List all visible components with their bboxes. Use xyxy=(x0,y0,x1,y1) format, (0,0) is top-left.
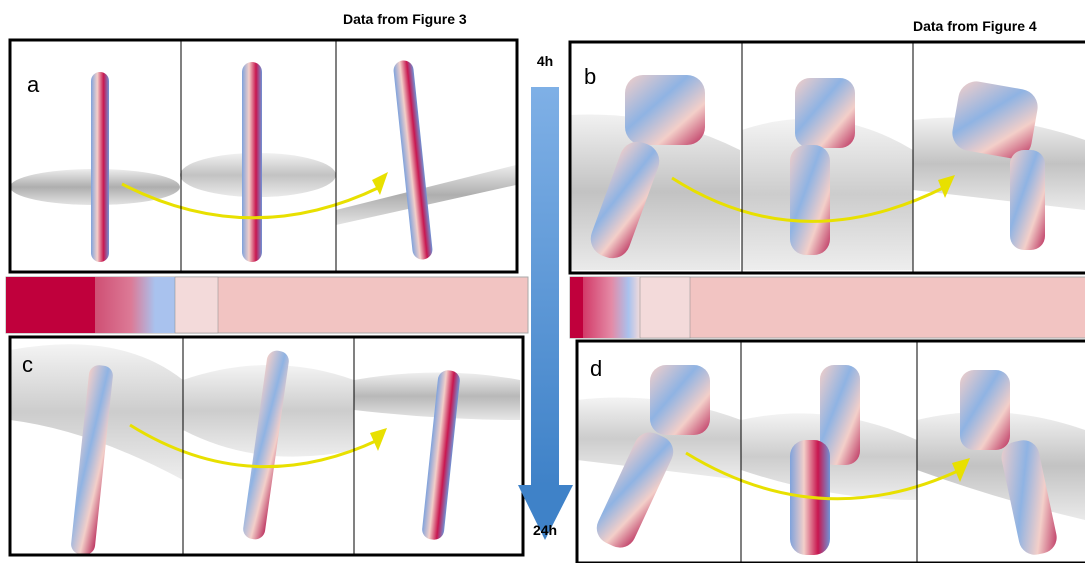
color-bar-right xyxy=(570,277,1085,338)
color-bar-left xyxy=(6,277,528,333)
panel-a: a xyxy=(10,40,517,272)
time-start: 4h xyxy=(537,53,553,69)
panel-b: b xyxy=(570,42,1085,273)
panel-label: a xyxy=(27,72,40,97)
figure: Data from Figure 3 Data from Figure 4 a … xyxy=(0,0,1085,563)
right-title: Data from Figure 4 xyxy=(913,18,1037,34)
panel-label: c xyxy=(22,352,33,377)
panel-c: c xyxy=(10,337,523,556)
panel-label: b xyxy=(584,64,596,89)
panel-label: d xyxy=(590,356,602,381)
time-end: 24h xyxy=(533,522,557,538)
panel-d: d xyxy=(577,341,1085,563)
left-title: Data from Figure 3 xyxy=(343,11,467,27)
